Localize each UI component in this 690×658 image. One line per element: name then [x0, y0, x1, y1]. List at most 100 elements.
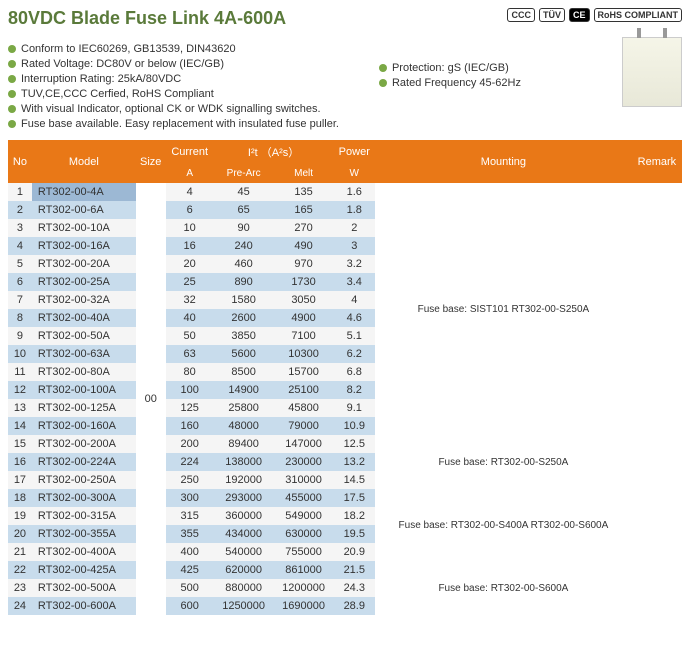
cell-model: RT302-00-250A — [32, 471, 136, 489]
cell-no: 18 — [8, 489, 32, 507]
cell-power: 3.2 — [334, 255, 375, 273]
cell-model: RT302-00-315A — [32, 507, 136, 525]
cell-current: 25 — [166, 273, 214, 291]
bullet-icon — [379, 64, 387, 72]
cell-melt: 1730 — [274, 273, 334, 291]
features-right: Protection: gS (IEC/GB) Rated Frequency … — [379, 43, 521, 130]
cell-power: 4.6 — [334, 309, 375, 327]
cell-melt: 79000 — [274, 417, 334, 435]
cell-prearc: 1250000 — [214, 597, 274, 615]
cell-model: RT302-00-125A — [32, 399, 136, 417]
cell-model: RT302-00-50A — [32, 327, 136, 345]
cell-prearc: 138000 — [214, 453, 274, 471]
bullet-icon — [8, 75, 16, 83]
cell-current: 160 — [166, 417, 214, 435]
cell-prearc: 293000 — [214, 489, 274, 507]
cell-current: 425 — [166, 561, 214, 579]
cell-current: 200 — [166, 435, 214, 453]
cell-power: 28.9 — [334, 597, 375, 615]
cell-no: 19 — [8, 507, 32, 525]
feature-text: Rated Voltage: DC80V or below (IEC/GB) — [21, 58, 224, 70]
bullet-icon — [8, 60, 16, 68]
cell-prearc: 890 — [214, 273, 274, 291]
cell-current: 80 — [166, 363, 214, 381]
cell-power: 24.3 — [334, 579, 375, 597]
col-remark: Remark — [632, 140, 682, 183]
cell-melt: 549000 — [274, 507, 334, 525]
cell-mounting: Fuse base: RT302-00-S250A — [375, 435, 632, 489]
cell-no: 13 — [8, 399, 32, 417]
cell-prearc: 14900 — [214, 381, 274, 399]
cell-model: RT302-00-4A — [32, 183, 136, 201]
col-current-unit: A — [166, 164, 214, 183]
cell-power: 3 — [334, 237, 375, 255]
cell-model: RT302-00-40A — [32, 309, 136, 327]
cell-melt: 270 — [274, 219, 334, 237]
cell-current: 10 — [166, 219, 214, 237]
cell-melt: 490 — [274, 237, 334, 255]
feature-item: Interruption Rating: 25kA/80VDC — [8, 73, 339, 85]
cell-power: 12.5 — [334, 435, 375, 453]
cell-model: RT302-00-32A — [32, 291, 136, 309]
cell-model: RT302-00-80A — [32, 363, 136, 381]
cell-prearc: 3850 — [214, 327, 274, 345]
cell-power: 6.2 — [334, 345, 375, 363]
cell-no: 5 — [8, 255, 32, 273]
cell-prearc: 880000 — [214, 579, 274, 597]
cell-model: RT302-00-10A — [32, 219, 136, 237]
cell-melt: 10300 — [274, 345, 334, 363]
cell-model: RT302-00-425A — [32, 561, 136, 579]
cell-power: 2 — [334, 219, 375, 237]
col-melt: Melt — [274, 164, 334, 183]
bullet-icon — [8, 90, 16, 98]
cell-power: 1.6 — [334, 183, 375, 201]
bullet-icon — [8, 105, 16, 113]
cell-current: 16 — [166, 237, 214, 255]
cell-melt: 755000 — [274, 543, 334, 561]
cell-model: RT302-00-300A — [32, 489, 136, 507]
cell-model: RT302-00-355A — [32, 525, 136, 543]
cell-power: 10.9 — [334, 417, 375, 435]
cell-current: 500 — [166, 579, 214, 597]
col-prearc: Pre-Arc — [214, 164, 274, 183]
cell-no: 20 — [8, 525, 32, 543]
feature-text: Conform to IEC60269, GB13539, DIN43620 — [21, 43, 236, 55]
cell-prearc: 8500 — [214, 363, 274, 381]
cell-melt: 455000 — [274, 489, 334, 507]
feature-text: TUV,CE,CCC Cerfied, RoHS Compliant — [21, 88, 214, 100]
cell-power: 1.8 — [334, 201, 375, 219]
cell-current: 300 — [166, 489, 214, 507]
bullet-icon — [379, 79, 387, 87]
col-power-unit: W — [334, 164, 375, 183]
cell-mounting: Fuse base: RT302-00-S400A RT302-00-S600A — [375, 489, 632, 561]
cell-current: 6 — [166, 201, 214, 219]
cell-power: 6.8 — [334, 363, 375, 381]
col-mounting: Mounting — [375, 140, 632, 183]
cell-prearc: 90 — [214, 219, 274, 237]
cell-no: 11 — [8, 363, 32, 381]
cell-melt: 15700 — [274, 363, 334, 381]
cell-model: RT302-00-400A — [32, 543, 136, 561]
cell-melt: 165 — [274, 201, 334, 219]
cell-current: 224 — [166, 453, 214, 471]
cell-power: 8.2 — [334, 381, 375, 399]
cell-model: RT302-00-600A — [32, 597, 136, 615]
cell-no: 22 — [8, 561, 32, 579]
cell-no: 24 — [8, 597, 32, 615]
col-power: Power — [334, 140, 375, 164]
cell-prearc: 25800 — [214, 399, 274, 417]
certification-icons: CCC TÜV CE RoHS COMPLIANT — [507, 8, 682, 22]
ce-icon: CE — [569, 8, 590, 22]
cell-mounting: Fuse base: RT302-00-S600A — [375, 561, 632, 615]
cell-no: 15 — [8, 435, 32, 453]
cell-no: 6 — [8, 273, 32, 291]
cell-model: RT302-00-63A — [32, 345, 136, 363]
tuv-icon: TÜV — [539, 8, 565, 22]
cell-power: 4 — [334, 291, 375, 309]
cell-prearc: 1580 — [214, 291, 274, 309]
feature-text: Interruption Rating: 25kA/80VDC — [21, 73, 181, 85]
cell-model: RT302-00-160A — [32, 417, 136, 435]
cell-prearc: 460 — [214, 255, 274, 273]
cell-no: 23 — [8, 579, 32, 597]
cell-mounting: Fuse base: SIST101 RT302-00-S250A — [375, 183, 632, 435]
